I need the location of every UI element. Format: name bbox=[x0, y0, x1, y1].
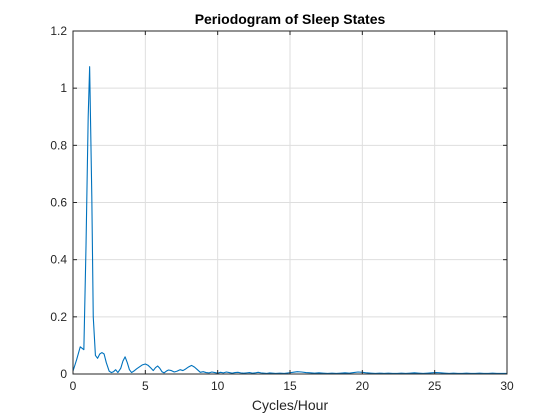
y-tick-label: 0 bbox=[60, 367, 67, 381]
x-tick-label: 25 bbox=[428, 379, 442, 393]
y-tick-label: 0.4 bbox=[50, 253, 67, 267]
x-tick-label: 20 bbox=[356, 379, 370, 393]
series-layer bbox=[72, 66, 507, 374]
chart-title: Periodogram of Sleep States bbox=[195, 11, 386, 27]
x-tick-label: 30 bbox=[500, 379, 514, 393]
x-axis-label: Cycles/Hour bbox=[252, 397, 329, 413]
y-tick-label: 0.2 bbox=[50, 310, 67, 324]
y-tick-label: 1.2 bbox=[50, 24, 67, 38]
x-tick-label: 15 bbox=[283, 379, 297, 393]
series-line bbox=[72, 66, 507, 374]
x-tick-label: 10 bbox=[211, 379, 225, 393]
y-tick-label: 0.8 bbox=[50, 138, 67, 152]
y-tick-label: 1 bbox=[60, 81, 67, 95]
y-tick-label: 0.6 bbox=[50, 196, 67, 210]
axis-ticks: 0 5 10 15 20 25 30 0 0.2 0.4 0.6 0.8 1 1.2 bbox=[50, 24, 514, 393]
x-tick-label: 0 bbox=[70, 379, 77, 393]
x-tick-label: 5 bbox=[142, 379, 149, 393]
